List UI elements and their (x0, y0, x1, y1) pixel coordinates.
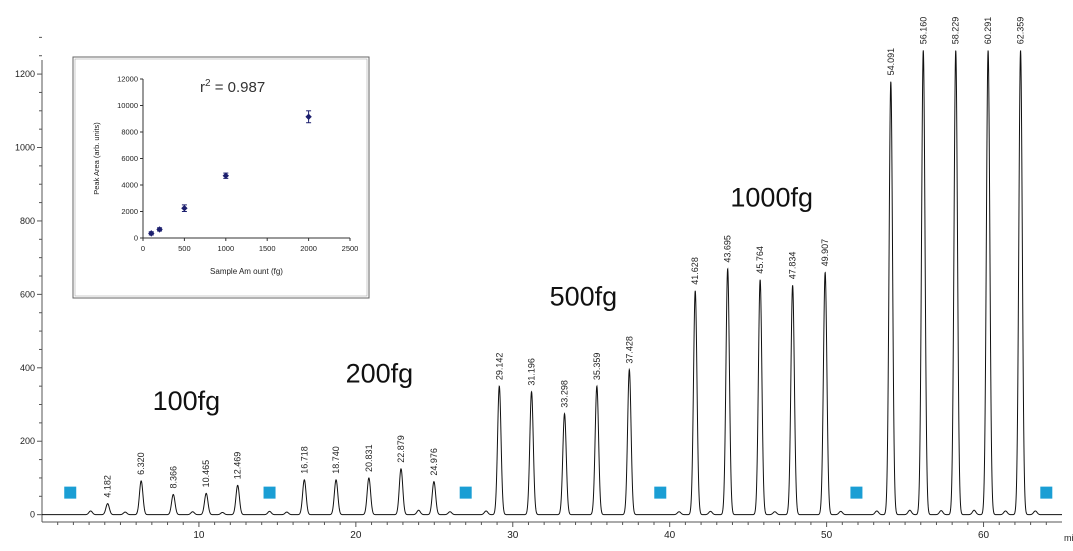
chromatogram-trace (42, 50, 1062, 516)
inset-x-tick-label: 0 (141, 244, 145, 253)
y-tick-label: 200 (20, 436, 35, 446)
peak-label: 35.359 (592, 353, 602, 381)
inset-y-tick-label: 2000 (121, 207, 138, 216)
blank-marker (1040, 486, 1053, 499)
inset-x-axis-label: Sample Am ount (fg) (210, 267, 283, 276)
blank-marker (459, 486, 472, 499)
inset-x-tick-label: 1500 (259, 244, 276, 253)
inset-y-tick-label: 4000 (121, 181, 138, 190)
peak-label: 4.182 (103, 475, 113, 498)
blank-marker (654, 486, 667, 499)
peak-label: 54.091 (886, 48, 896, 76)
peak-label: 31.196 (527, 358, 537, 386)
y-tick-label: 1000 (15, 143, 35, 153)
inset-inner-frame (74, 58, 368, 297)
peak-label: 10.465 (201, 460, 211, 488)
inset-y-tick-label: 0 (134, 234, 138, 243)
inset-data-point (222, 172, 229, 179)
r-squared-annotation: r2 = 0.987 (200, 78, 265, 96)
inset-y-tick-label: 10000 (117, 101, 138, 110)
inset-y-tick-label: 6000 (121, 154, 138, 163)
x-unit-label: min (1064, 533, 1073, 543)
peak-label: 43.695 (723, 235, 733, 263)
peak-label: 29.142 (494, 353, 504, 381)
blank-marker (64, 486, 77, 499)
x-tick-label: 30 (507, 530, 519, 541)
peak-label: 8.366 (168, 466, 178, 489)
r-squared-r: r (200, 79, 205, 96)
group-label: 100fg (153, 386, 221, 416)
peak-label: 20.831 (364, 444, 374, 472)
peak-label: 37.428 (624, 336, 634, 364)
peak-label: 58.229 (951, 17, 961, 45)
inset-x-tick-label: 2500 (342, 244, 359, 253)
y-tick-label: 600 (20, 289, 35, 299)
peak-label: 62.359 (1016, 17, 1026, 45)
inset-y-axis-label: Peak Area (arb. units) (92, 122, 101, 195)
peak-label: 47.834 (788, 252, 798, 280)
inset-x-tick-label: 1000 (217, 244, 234, 253)
x-tick-label: 50 (821, 530, 833, 541)
y-tick-label: 800 (20, 216, 35, 226)
peak-label: 33.298 (560, 380, 570, 408)
r-squared-exponent: 2 (205, 78, 211, 89)
x-tick-label: 20 (350, 530, 362, 541)
peak-label: 56.160 (918, 17, 928, 45)
inset-y-tick-label: 8000 (121, 128, 138, 137)
x-tick-label: 60 (978, 530, 990, 541)
inset-calibration-plot: 0 500 1000 1500 2000 2500 0 2000 4000 6000 8000 100… (72, 56, 370, 299)
r-squared-value: = 0.987 (211, 79, 266, 96)
peak-label: 12.469 (233, 452, 243, 480)
x-tick-label: 10 (193, 530, 205, 541)
peak-label: 45.764 (755, 246, 765, 274)
group-label: 1000fg (730, 182, 813, 212)
inset-y-tick-label: 12000 (117, 75, 138, 84)
peak-label: 49.907 (820, 239, 830, 267)
blank-marker (850, 486, 863, 499)
blank-marker (263, 486, 276, 499)
peak-label: 22.879 (396, 435, 406, 463)
inset-x-tick-label: 500 (178, 244, 191, 253)
y-tick-label: 1200 (15, 69, 35, 79)
group-label: 200fg (346, 358, 414, 388)
group-label: 500fg (550, 281, 618, 311)
y-tick-label: 400 (20, 363, 35, 373)
inset-data-point (305, 113, 312, 120)
peak-label: 41.628 (690, 257, 700, 285)
inset-x-tick-label: 2000 (300, 244, 317, 253)
peak-label: 18.740 (331, 446, 341, 474)
inset-data-point (156, 226, 163, 233)
y-tick-label: 0 (30, 510, 35, 520)
x-tick-label: 40 (664, 530, 676, 541)
peak-label: 16.718 (299, 446, 309, 474)
inset-data-point (181, 204, 188, 212)
inset-data-point (148, 230, 155, 237)
inset-frame (72, 56, 370, 299)
peak-label: 24.976 (429, 448, 439, 476)
peak-label: 6.320 (136, 452, 146, 475)
peak-label: 60.291 (983, 17, 993, 45)
